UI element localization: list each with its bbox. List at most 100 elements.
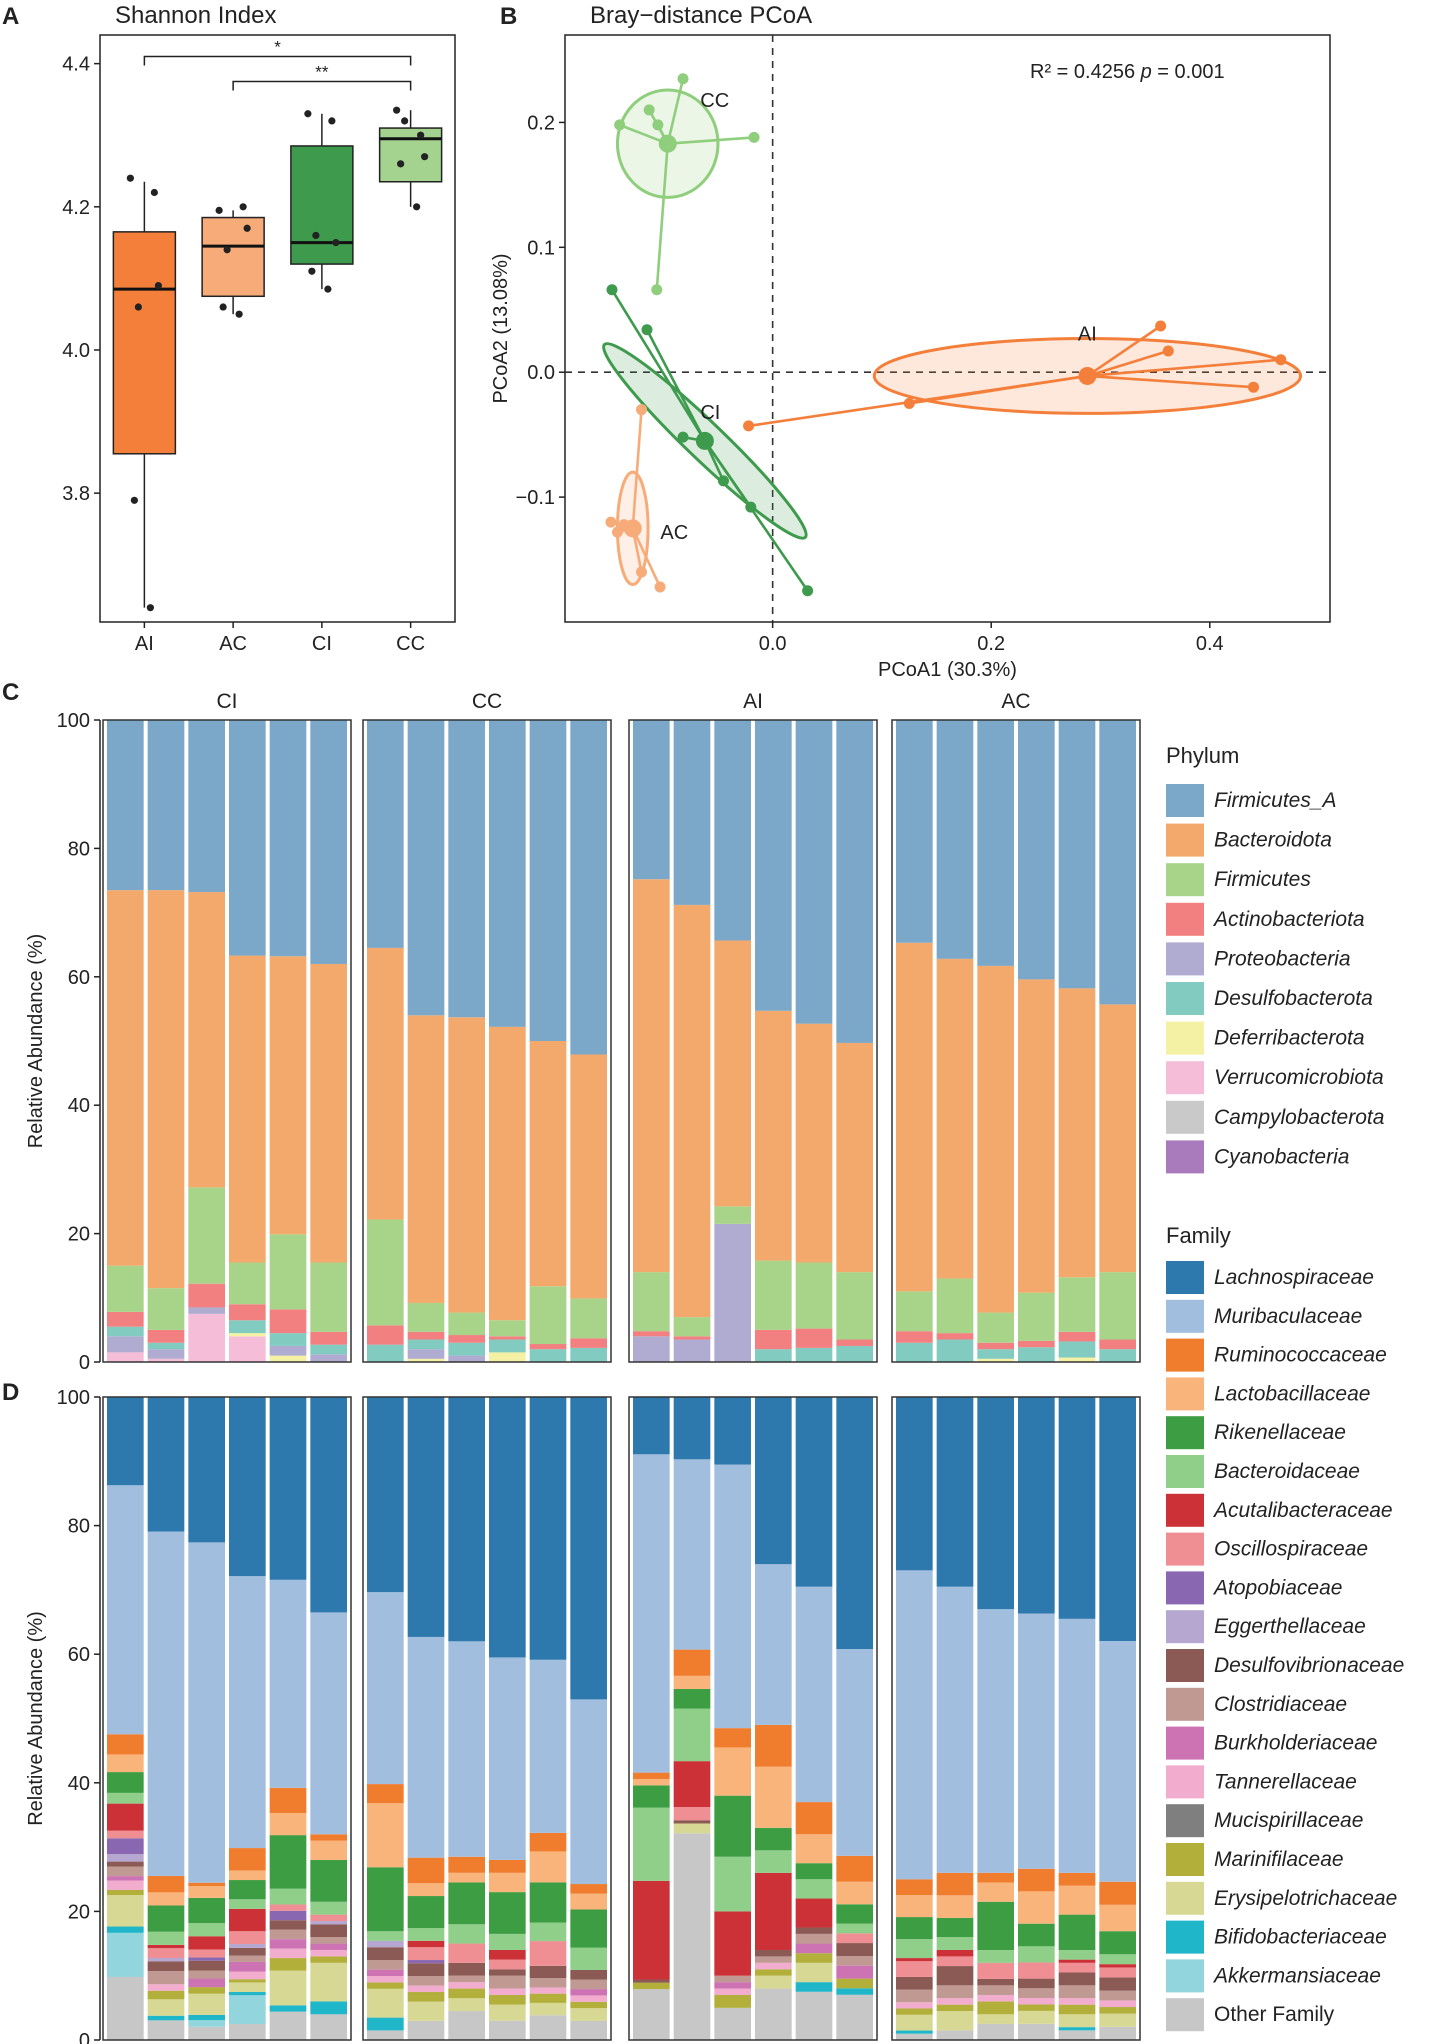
- segment-clostridiaceae: [1058, 1985, 1096, 1999]
- data-point: [332, 238, 340, 247]
- segment-ruminococcaceae: [977, 1872, 1014, 1883]
- segment-firmicutes: [936, 1278, 974, 1334]
- segment-bacteroidaceae: [407, 1928, 445, 1941]
- legend-swatch-mucispirillaceae: [1166, 1804, 1204, 1838]
- y-tick-label: 4.0: [62, 340, 90, 362]
- segment-lachnospiraceae: [896, 1397, 933, 1571]
- segment-other-family: [1018, 2023, 1055, 2040]
- segment-lactobacillaceae: [529, 1851, 567, 1883]
- segment-actinobacteriota: [836, 1339, 873, 1346]
- legend-swatch-muribaculaceae: [1166, 1299, 1204, 1333]
- segment-firmicutes: [367, 1219, 404, 1326]
- legend-label-erysipelotrichaceae: Erysipelotrichaceae: [1214, 1887, 1397, 1910]
- box-ai: [112, 231, 177, 455]
- segment-lachnospiraceae: [1058, 1397, 1096, 1619]
- segment-erysipelotrichaceae: [936, 2011, 974, 2031]
- legend-label-akkermansiaceae: Akkermansiaceae: [1212, 1964, 1381, 1987]
- segment-acutalibacteraceae: [714, 1911, 751, 1976]
- data-point: [215, 206, 223, 214]
- segment-other-family: [367, 2030, 404, 2040]
- segment-eggerthellaceae: [107, 1854, 144, 1862]
- segment-actinobacteriota: [529, 1344, 567, 1350]
- segment-muribaculaceae: [1058, 1618, 1096, 1873]
- segment-desulfovibrionaceae: [633, 1979, 670, 1983]
- segment-marinifilaceae: [529, 1993, 567, 2003]
- segment-firmicutes-a: [633, 720, 670, 880]
- sample-point: [677, 73, 689, 85]
- segment-oscillospiraceae: [448, 1943, 485, 1963]
- spider-line: [1087, 349, 1169, 378]
- segment-bifidobacteriaceae: [836, 1988, 873, 1995]
- segment-firmicutes-a: [673, 720, 711, 905]
- segment-burkholderiaceae: [269, 1939, 307, 1949]
- segment-lactobacillaceae: [633, 1778, 670, 1786]
- segment-other-family: [310, 2014, 347, 2040]
- segment-acutalibacteraceae: [188, 1936, 225, 1950]
- data-point: [397, 160, 405, 168]
- segment-other-family: [896, 2033, 933, 2040]
- segment-muribaculaceae: [489, 1657, 526, 1860]
- segment-lachnospiraceae: [1099, 1397, 1136, 1642]
- segment-oscillospiraceae: [229, 1931, 266, 1945]
- segment-tannerellaceae: [269, 1948, 307, 1959]
- segment-atopobiaceae: [107, 1838, 144, 1855]
- legend-label-bacteroidaceae: Bacteroidaceae: [1214, 1460, 1360, 1483]
- sample-point: [717, 475, 729, 487]
- segment-other-family: [448, 2011, 485, 2040]
- segment-firmicutes: [1018, 1292, 1055, 1341]
- segment-muribaculaceae: [107, 1485, 144, 1735]
- group-ci: CI: [602, 284, 814, 597]
- phylum-legend: Phylum Firmicutes_A Bacteroidota Firmicutes…: [1166, 743, 1384, 1174]
- segment-bacteroidota: [188, 892, 225, 1188]
- segment-firmicutes: [836, 1272, 873, 1340]
- data-point: [308, 267, 316, 275]
- segment-erysipelotrichaceae: [529, 2002, 567, 2016]
- segment-bacteroidaceae: [448, 1924, 485, 1944]
- segment-rikenellaceae: [407, 1896, 445, 1929]
- segment-desulfovibrionaceae: [188, 1960, 225, 1971]
- segment-lachnospiraceae: [714, 1397, 751, 1465]
- family-stacked-bars: 0 20 40 60 80 100 Relative Abundance (%): [25, 1387, 1141, 2044]
- segment-muribaculaceae: [147, 1531, 185, 1876]
- segment-other-family: [489, 2020, 526, 2040]
- segment-erysipelotrichaceae: [570, 2008, 607, 2021]
- segment-acutalibacteraceae: [936, 1949, 974, 1957]
- y-tick-label: 4.2: [62, 197, 90, 219]
- segment-erysipelotrichaceae: [489, 2004, 526, 2021]
- sample-point: [654, 581, 666, 593]
- y-tick-label: −0.1: [516, 487, 555, 509]
- legend-label-lactobacillaceae: Lactobacillaceae: [1214, 1382, 1370, 1405]
- segment-burkholderiaceae: [188, 1978, 225, 1988]
- segment-bacteroidota: [1099, 1004, 1136, 1273]
- family-legend: Family Lachnospiraceae Muribaculaceae Rumin…: [1166, 1223, 1404, 2032]
- segment-actinobacteriota: [147, 1329, 185, 1343]
- segment-bifidobacteriaceae: [188, 2014, 225, 2021]
- segment-actinobacteriota: [977, 1342, 1014, 1350]
- segment-lactobacillaceae: [936, 1895, 974, 1918]
- segment-desulfovibrionaceae: [936, 1966, 974, 1986]
- segment-firmicutes: [755, 1260, 792, 1330]
- segment-deferribacterota: [269, 1355, 307, 1362]
- y-tick-label: 100: [57, 710, 90, 732]
- segment-firmicutes-a: [977, 720, 1014, 966]
- segment-rikenellaceae: [795, 1863, 833, 1880]
- x-tick-label: 0.4: [1196, 633, 1224, 655]
- panel-letter-b: B: [500, 3, 517, 30]
- y-axis-label: Relative Abundance (%): [25, 934, 47, 1149]
- segment-tannerellaceae: [570, 1995, 607, 2002]
- legend-label-lachnospiraceae: Lachnospiraceae: [1214, 1266, 1374, 1289]
- segment-other-family: [1099, 2026, 1136, 2040]
- segment-lactobacillaceae: [1018, 1891, 1055, 1924]
- segment-oscillospiraceae: [529, 1941, 567, 1966]
- segment-ruminococcaceae: [367, 1784, 404, 1804]
- segment-desulfovibrionaceae: [310, 1924, 347, 1938]
- legend-swatch-campylobacterota: [1166, 1100, 1204, 1134]
- legend-swatch-atopobiaceae: [1166, 1571, 1204, 1605]
- data-point: [134, 303, 142, 311]
- legend-swatch-desulfovibrionaceae: [1166, 1649, 1204, 1682]
- facet-label-ci: CI: [217, 690, 238, 713]
- segment-muribaculaceae: [367, 1592, 404, 1785]
- segment-atopobiaceae: [407, 1960, 445, 1964]
- segment-lachnospiraceae: [310, 1397, 347, 1613]
- facet-frame: [102, 719, 352, 1363]
